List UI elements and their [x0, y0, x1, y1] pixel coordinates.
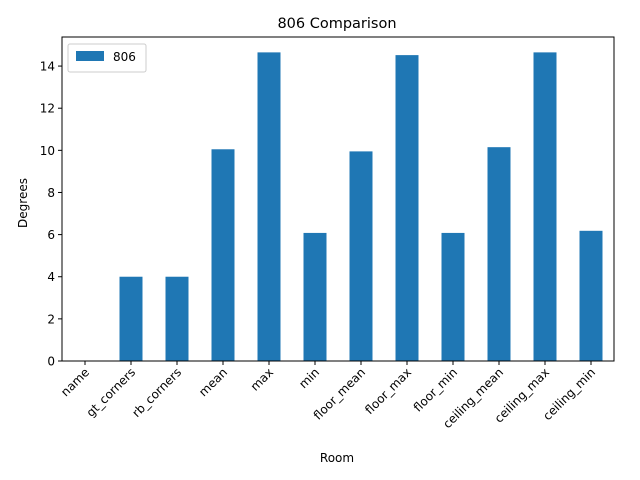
x-axis-label: Room [320, 451, 354, 465]
x-tick-label: mean [196, 365, 230, 399]
legend-label: 806 [113, 50, 136, 64]
bar-floor_mean [349, 151, 373, 361]
y-tick-label: 14 [40, 60, 55, 74]
y-tick-label: 0 [47, 355, 55, 369]
y-tick-label: 8 [47, 186, 55, 200]
y-tick-label: 6 [47, 228, 55, 242]
y-tick-label: 2 [47, 312, 55, 326]
x-tick-label: max [248, 365, 276, 393]
legend: 806 [67, 43, 147, 73]
bar-floor_max [395, 55, 419, 362]
bar-max [257, 52, 281, 361]
x-tick-label: rb_corners [129, 365, 184, 420]
bar-mean [211, 149, 235, 361]
x-tick-label: name [58, 365, 92, 399]
x-tick-label: floor_min [411, 365, 460, 414]
x-tick-label: min [296, 365, 322, 391]
x-tick-label: floor_max [362, 365, 414, 417]
bar-gt_corners [119, 276, 143, 361]
chart-title: 806 Comparison [277, 16, 396, 32]
y-tick-label: 10 [40, 144, 55, 158]
bar-ceiling_min [579, 230, 603, 361]
y-tick-label: 12 [40, 102, 55, 116]
bar-ceiling_mean [487, 147, 511, 361]
bar-ceiling_max [533, 52, 557, 361]
bar-min [303, 232, 327, 361]
bar-rb_corners [165, 276, 189, 361]
bars-layer [119, 52, 603, 362]
legend-swatch [76, 51, 104, 61]
y-tick-label: 4 [47, 270, 55, 284]
y-axis-label: Degrees [16, 178, 30, 228]
plot-frame [61, 36, 615, 362]
bar-floor_min [441, 232, 465, 361]
